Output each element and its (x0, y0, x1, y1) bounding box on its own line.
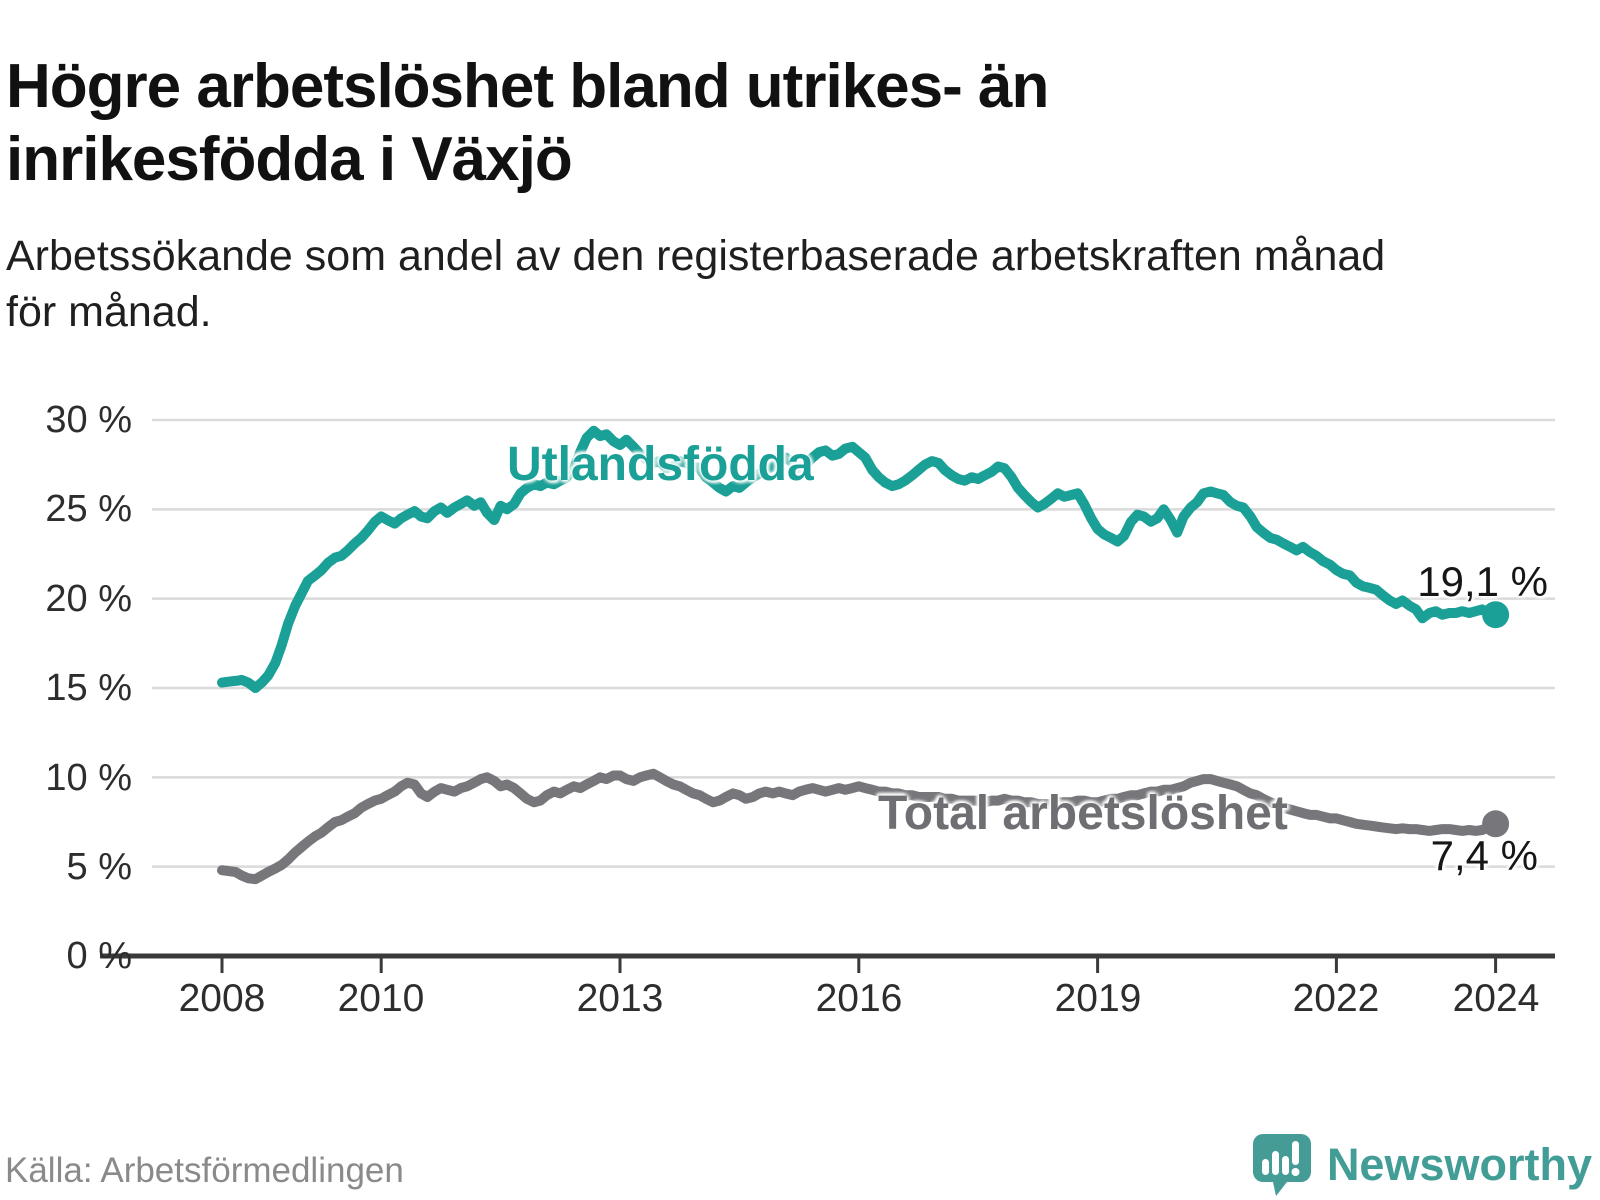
x-axis-label-2022: 2022 (1292, 977, 1380, 1020)
page-title: Högre arbetslöshet bland utrikes- än inr… (6, 51, 1049, 194)
y-axis-label-25: 25 % (45, 488, 132, 530)
series-line-1 (217, 768, 1501, 885)
y-axis-label-20: 20 % (45, 578, 132, 620)
end-value-total-arbetsloshet: 7,4 % (1430, 832, 1538, 879)
source-note: Källa: Arbetsförmedlingen (5, 1151, 404, 1190)
speech-bubble-bar-chart-icon (1252, 1134, 1311, 1196)
series-end-dot-0 (1482, 601, 1510, 629)
newsworthy-brand: Newsworthy (1251, 1132, 1592, 1198)
x-axis-label-2024: 2024 (1452, 977, 1540, 1020)
end-value-utlandsfodda: 19,1 % (1417, 558, 1548, 605)
x-axis-label-2019: 2019 (1054, 977, 1142, 1020)
series-label-utlandsfodda: Utlandsfödda (507, 438, 814, 491)
y-axis-label-15: 15 % (45, 667, 132, 709)
y-axis-label-10: 10 % (45, 757, 132, 799)
y-axis-label-0: 0 % (66, 935, 132, 977)
x-axis-label-2010: 2010 (337, 977, 425, 1020)
brand-name: Newsworthy (1326, 1139, 1592, 1190)
series-label-total-arbetsloshet: Total arbetslöshet (878, 787, 1288, 840)
x-axis-label-2013: 2013 (576, 977, 664, 1020)
series-line-0 (217, 425, 1501, 693)
chart-subtitle: Arbetssökande som andel av den registerb… (6, 232, 1386, 336)
y-axis-label-5: 5 % (66, 846, 132, 888)
x-axis-label-2008: 2008 (178, 977, 266, 1020)
x-axis-label-2016: 2016 (815, 977, 903, 1020)
y-axis-label-30: 30 % (45, 399, 132, 441)
series-end-dot-1 (1482, 810, 1510, 838)
